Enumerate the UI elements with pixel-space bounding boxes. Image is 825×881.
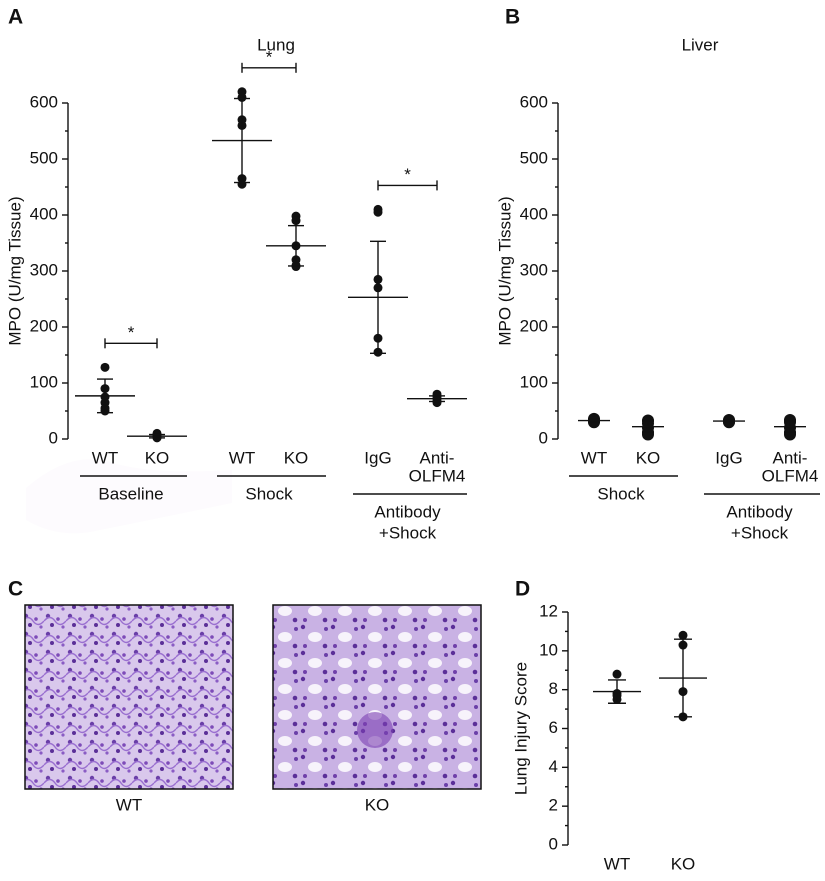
panel-letter: B (505, 6, 520, 29)
significance-label: * (128, 323, 135, 342)
y-tick-label: 0 (549, 834, 558, 853)
group-label: +Shock (731, 523, 789, 542)
x-tick-label: KO (145, 448, 170, 467)
data-point (237, 92, 247, 102)
x-tick-label: OLFM4 (762, 466, 819, 485)
y-axis-label: MPO (U/mg Tissue) (5, 196, 24, 345)
x-tick-label: KO (671, 854, 696, 873)
x-tick-label: IgG (715, 448, 742, 467)
y-tick-label: 10 (539, 640, 558, 659)
significance-label: * (404, 165, 411, 184)
image-caption: KO (365, 795, 390, 814)
y-axis-label: MPO (U/mg Tissue) (495, 196, 514, 345)
data-point (100, 362, 110, 372)
y-tick-label: 300 (30, 260, 58, 279)
y-tick-label: 200 (520, 316, 548, 335)
data-point (373, 207, 383, 217)
y-tick-label: 2 (549, 796, 558, 815)
y-tick-label: 100 (30, 372, 58, 391)
x-tick-label: WT (229, 448, 255, 467)
data-point (784, 428, 796, 441)
y-tick-label: 600 (30, 92, 58, 111)
y-tick-label: 600 (520, 92, 548, 111)
infiltrate (357, 712, 393, 748)
group-label: +Shock (379, 523, 437, 542)
group-label: Baseline (98, 484, 163, 503)
x-tick-label: WT (604, 854, 630, 873)
y-tick-label: 500 (520, 148, 548, 167)
y-tick-label: 100 (520, 372, 548, 391)
significance-label: * (266, 47, 273, 66)
x-tick-label: KO (636, 448, 661, 467)
y-tick-label: 12 (539, 601, 558, 620)
x-tick-label: WT (581, 448, 607, 467)
x-tick-label: WT (92, 448, 118, 467)
group-label: Shock (245, 484, 293, 503)
panel-letter: A (8, 6, 23, 29)
histology-image (272, 604, 482, 790)
y-tick-label: 200 (30, 316, 58, 335)
data-point (432, 398, 442, 408)
y-tick-label: 0 (539, 428, 548, 447)
y-tick-label: 500 (30, 148, 58, 167)
chart-title: Liver (682, 35, 719, 54)
group-label: Antibody (726, 502, 793, 521)
y-axis-label: Lung Injury Score (511, 662, 530, 795)
panel-letter: D (515, 578, 530, 601)
y-tick-label: 400 (30, 204, 58, 223)
data-point (678, 630, 688, 640)
panel-letter: C (8, 578, 23, 601)
data-point (642, 428, 654, 441)
x-tick-label: IgG (364, 448, 391, 467)
data-point (612, 669, 622, 679)
data-point (291, 216, 301, 226)
y-tick-label: 6 (549, 718, 558, 737)
y-tick-label: 400 (520, 204, 548, 223)
chart-title: Lung (257, 35, 295, 54)
histology-image (24, 604, 234, 790)
y-tick-label: 300 (520, 260, 548, 279)
x-tick-label: Anti- (420, 448, 455, 467)
group-label: Antibody (374, 502, 441, 521)
airspace (26, 459, 232, 534)
y-tick-label: 0 (49, 428, 58, 447)
y-tick-label: 8 (549, 679, 558, 698)
image-caption: WT (116, 795, 142, 814)
y-tick-label: 4 (549, 757, 558, 776)
x-tick-label: KO (284, 448, 309, 467)
group-label: Shock (597, 484, 645, 503)
x-tick-label: OLFM4 (409, 466, 466, 485)
x-tick-label: Anti- (773, 448, 808, 467)
